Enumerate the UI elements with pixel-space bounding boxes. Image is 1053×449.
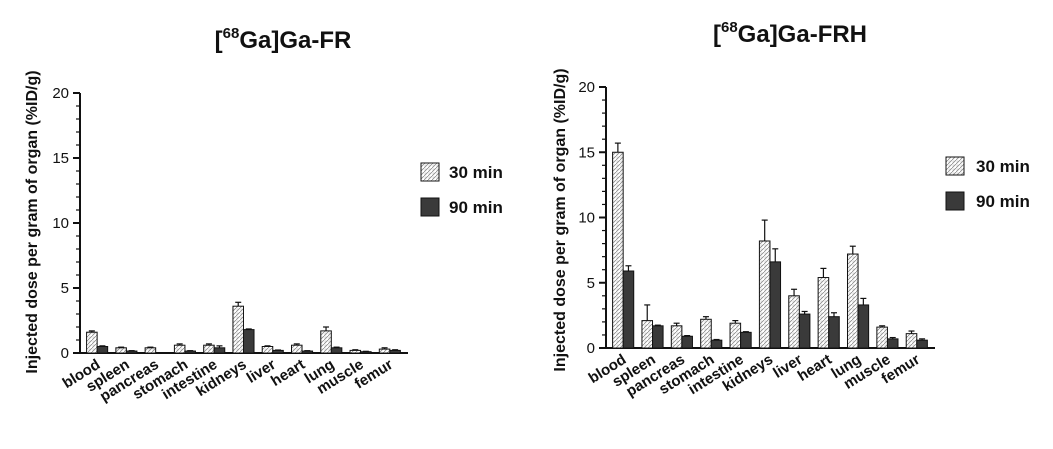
y-tick-label: 20 bbox=[52, 85, 69, 102]
plot-area: 05101520bloodspleenpancreasstomachintest… bbox=[52, 85, 408, 405]
y-tick-label: 5 bbox=[61, 280, 69, 297]
bar-blood-30min bbox=[86, 331, 98, 354]
legend-label-90: 90 min bbox=[976, 192, 1030, 211]
bar-stomach-90min bbox=[184, 350, 196, 354]
bar-stomach-30min bbox=[173, 344, 186, 354]
chart-left: [68Ga]Ga-FR Injected dose per gram of or… bbox=[24, 25, 503, 405]
y-tick-label: 10 bbox=[578, 210, 595, 227]
bar-stomach-90min bbox=[710, 339, 723, 349]
y-tick-label: 20 bbox=[578, 79, 595, 96]
bar-lung-90min bbox=[857, 304, 870, 349]
bar-intestine-90min bbox=[213, 347, 226, 354]
legend-label-30: 30 min bbox=[449, 163, 503, 182]
chart-right: [68Ga]Ga-FRH Injected dose per gram of o… bbox=[552, 19, 1030, 400]
bar-kidneys-30min bbox=[232, 305, 244, 354]
bar-muscle-30min bbox=[876, 326, 888, 349]
bar-muscle-90min bbox=[360, 351, 372, 354]
bar-liver-30min bbox=[788, 295, 800, 349]
bar-liver-90min bbox=[272, 349, 284, 354]
y-axis-label: Injected dose per gram of organ (%ID/g) bbox=[552, 68, 569, 371]
bar-intestine-30min bbox=[203, 344, 215, 354]
bar-blood-30min bbox=[612, 151, 624, 349]
legend: 30 min 90 min bbox=[420, 162, 503, 217]
bar-muscle-90min bbox=[886, 338, 899, 349]
bar-heart-90min bbox=[301, 350, 314, 354]
y-tick-label: 5 bbox=[587, 275, 595, 292]
legend-swatch-90 bbox=[420, 197, 440, 217]
legend-swatch-90 bbox=[945, 191, 965, 211]
bar-heart-90min bbox=[828, 316, 840, 349]
y-tick-label: 15 bbox=[52, 150, 69, 167]
bar-femur-90min bbox=[389, 349, 401, 354]
legend-label-30: 30 min bbox=[976, 157, 1030, 176]
bar-liver-30min bbox=[261, 346, 274, 354]
chart-title: [68Ga]Ga-FRH bbox=[713, 19, 867, 48]
bar-intestine-30min bbox=[729, 322, 742, 349]
bar-heart-30min bbox=[290, 344, 303, 354]
legend-swatch-30 bbox=[945, 156, 965, 176]
bar-lung-90min bbox=[330, 347, 343, 354]
bar-lung-30min bbox=[846, 253, 859, 349]
bar-kidneys-90min bbox=[769, 261, 782, 349]
legend-label-90: 90 min bbox=[449, 198, 503, 217]
legend-swatch-30 bbox=[420, 162, 440, 182]
y-tick-label: 0 bbox=[587, 340, 595, 357]
plot-area: 05101520bloodspleenpancreasstomachintest… bbox=[578, 79, 935, 400]
bar-intestine-90min bbox=[740, 331, 752, 349]
bar-kidneys-90min bbox=[242, 329, 255, 354]
bar-blood-90min bbox=[622, 270, 635, 349]
bar-pancreas-30min bbox=[144, 347, 157, 354]
bar-heart-30min bbox=[817, 277, 830, 349]
bar-lung-30min bbox=[320, 330, 332, 354]
bar-blood-90min bbox=[96, 346, 109, 354]
bar-kidneys-30min bbox=[758, 240, 771, 349]
bar-pancreas-30min bbox=[670, 325, 683, 349]
y-tick-label: 0 bbox=[61, 345, 69, 362]
y-tick-label: 15 bbox=[578, 144, 595, 161]
bar-pancreas-90min bbox=[681, 335, 693, 349]
legend: 30 min 90 min bbox=[945, 156, 1030, 211]
bar-spleen-30min bbox=[115, 347, 127, 354]
bar-femur-30min bbox=[905, 333, 918, 349]
bar-spleen-90min bbox=[652, 325, 664, 349]
bar-femur-90min bbox=[916, 339, 928, 349]
bar-liver-90min bbox=[798, 313, 811, 349]
bar-spleen-90min bbox=[125, 350, 138, 354]
chart-title: [68Ga]Ga-FR bbox=[215, 25, 352, 54]
y-axis-label: Injected dose per gram of organ (%ID/g) bbox=[24, 70, 41, 373]
y-tick-label: 10 bbox=[52, 215, 69, 232]
bar-femur-30min bbox=[378, 348, 391, 354]
bar-spleen-30min bbox=[641, 320, 654, 349]
bar-stomach-30min bbox=[700, 318, 712, 349]
bar-muscle-30min bbox=[349, 349, 362, 354]
